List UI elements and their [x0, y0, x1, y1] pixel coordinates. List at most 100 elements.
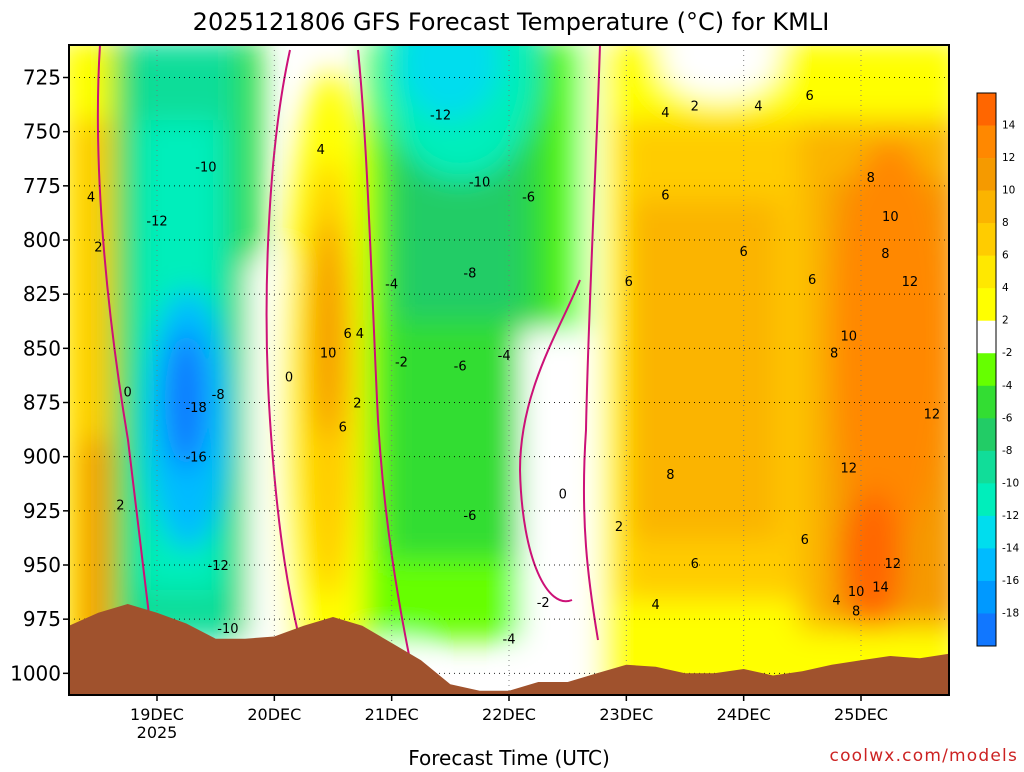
contour-label-18: -4: [385, 277, 398, 292]
x-tick-label-23dec: 23DEC: [599, 705, 653, 724]
contour-label-37: 6: [806, 89, 814, 104]
contour-label-52: 14: [872, 581, 889, 596]
contour-label-3: 2: [116, 498, 124, 513]
contour-label-50: 12: [841, 462, 858, 477]
x-tick-label-19dec: 19DEC: [130, 705, 184, 724]
y-tick-label-950: 950: [23, 553, 61, 577]
colorbar-swatch-1: [977, 125, 996, 159]
y-tick-label-825: 825: [23, 282, 61, 306]
contour-label-26: -6: [463, 509, 476, 524]
contour-label-19: -2: [395, 355, 408, 370]
contour-label-14: 4: [356, 327, 364, 342]
contour-label-30: 2: [615, 520, 623, 535]
colorbar-label-10: -8: [1002, 445, 1012, 457]
y-tick-label-900: 900: [23, 445, 61, 469]
field-warm2-hottest: [842, 490, 902, 630]
contour-label-53: 10: [848, 585, 865, 600]
contour-label-42: 4: [652, 598, 660, 613]
contour-label-8: -16: [185, 451, 206, 466]
colorbar-swatch-2: [977, 158, 996, 191]
colorbar-swatch-6: [977, 288, 996, 322]
field-warm2-inner: [630, 200, 780, 540]
contour-label-12: 4: [317, 143, 325, 158]
contour-label-46: 8: [881, 247, 889, 262]
colorbar-label-11: -10: [1002, 477, 1019, 489]
contour-label-43: 6: [801, 533, 809, 548]
colorbar-label-13: -14: [1002, 542, 1019, 554]
y-tick-label-800: 800: [23, 228, 61, 252]
contour-label-21: -10: [469, 176, 490, 191]
contour-label-47: 12: [902, 275, 919, 290]
contour-label-40: 8: [666, 468, 674, 483]
colorbar-swatch-3: [977, 190, 996, 224]
colorbar-label-6: 2: [1002, 315, 1009, 327]
contour-label-54: 4: [832, 594, 840, 609]
contour-label-31: 6: [625, 275, 633, 290]
colorbar-label-7: -2: [1002, 347, 1012, 359]
field-cold-core: [166, 330, 206, 470]
contour-label-25: -4: [498, 349, 511, 364]
colorbar-swatch-11: [977, 450, 996, 484]
contour-label-38: 6: [808, 273, 816, 288]
credit-text: coolwx.com/models: [830, 746, 1018, 766]
colorbar-label-9: -6: [1002, 412, 1013, 424]
contour-label-20: -12: [430, 108, 451, 123]
contour-label-34: 4: [754, 100, 762, 115]
field-cold2-core: [400, 45, 500, 120]
colorbar-label-8: -4: [1002, 380, 1013, 392]
colorbar-swatch-12: [977, 483, 996, 517]
y-tick-label-1000: 1000: [10, 661, 61, 685]
colorbar-swatch-0: [977, 93, 996, 126]
contour-label-4: -12: [146, 215, 167, 230]
contour-label-55: 8: [852, 605, 860, 620]
colorbar-frame: [976, 92, 997, 647]
contour-label-1: 2: [94, 241, 102, 256]
contour-label-27: 0: [559, 488, 567, 503]
colorbar-swatch-8: [977, 353, 996, 387]
grid-lines: [69, 45, 949, 695]
colorbar-swatch-5: [977, 255, 996, 289]
contour-label-44: 8: [867, 171, 875, 186]
contour-label-36: 6: [740, 245, 748, 260]
colorbar-label-3: 8: [1002, 217, 1009, 229]
field-cool-patch: [660, 45, 780, 100]
colorbar-label-14: -16: [1002, 575, 1019, 587]
contour-label-5: -10: [195, 160, 216, 175]
zero-isotherms: [96, 45, 601, 661]
contour-label-17: 6: [339, 420, 347, 435]
x-tick-label-21dec: 21DEC: [365, 705, 419, 724]
contour-label-6: -8: [212, 388, 225, 403]
contour-label-22: -6: [522, 191, 535, 206]
zero-line-22dec: [518, 279, 581, 603]
contour-label-49: 12: [924, 407, 941, 422]
zero-line-left: [96, 45, 153, 641]
contour-label-41: 6: [691, 557, 699, 572]
contour-label-48: 10: [841, 329, 858, 344]
contour-label-29: -2: [537, 596, 550, 611]
x-tick-label-24dec: 24DEC: [717, 705, 771, 724]
colorbar-swatch-4: [977, 223, 996, 256]
contour-label-32: 4: [661, 106, 669, 121]
contour-label-24: -6: [454, 360, 467, 375]
contour-label-2: 0: [124, 386, 132, 401]
contour-label-16: 2: [353, 397, 361, 412]
contour-label-11: 0: [285, 371, 293, 386]
contour-label-7: -18: [185, 401, 206, 416]
x-tick-label-25dec: 25DEC: [834, 705, 888, 724]
colorbar-swatch-7: [977, 320, 996, 354]
x-tick-label-20dec: 20DEC: [247, 705, 301, 724]
y-tick-label-925: 925: [23, 499, 61, 523]
contour-label-15: 10: [320, 347, 337, 362]
contour-label-10: -10: [217, 622, 238, 637]
colorbar-swatch-14: [977, 548, 996, 582]
colorbar-label-5: 4: [1002, 282, 1009, 294]
colorbar-label-1: 12: [1002, 152, 1015, 164]
zero-line-20dec-a: [265, 49, 303, 651]
zero-line-20dec-b: [357, 49, 411, 661]
contour-label-9: -12: [207, 559, 228, 574]
